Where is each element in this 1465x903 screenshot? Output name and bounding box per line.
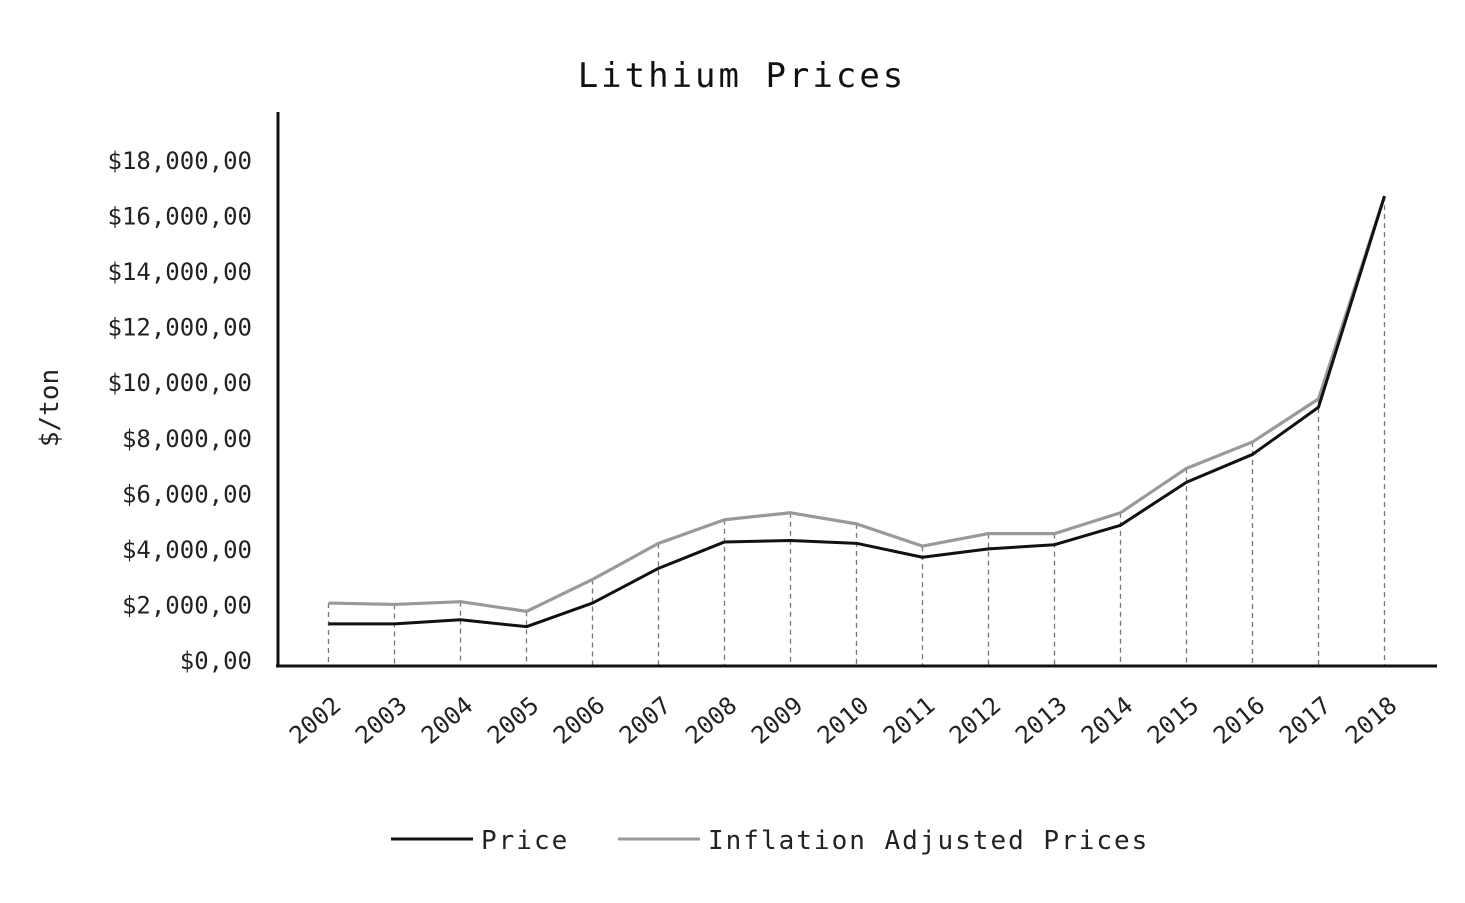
- y-tick-label: $6,000,00: [122, 480, 252, 508]
- x-tick-labels: 2002 2003 2004 2005 2006 2007 2008 2009 2010 2011…: [284, 691, 1402, 750]
- x-tick-label: 2007: [614, 691, 676, 750]
- x-tick-label: 2015: [1142, 691, 1204, 750]
- x-tick-label: 2003: [350, 691, 412, 750]
- series-line-inflation-adjusted-prices: [328, 195, 1387, 613]
- legend: Price Inflation Adjusted Prices: [391, 826, 1149, 856]
- x-tick-label: 2018: [1340, 691, 1402, 750]
- y-tick-label: $16,000,00: [108, 203, 253, 231]
- legend-label-inflation: Inflation Adjusted Prices: [708, 826, 1149, 856]
- drop-lines: [327, 196, 1386, 666]
- x-tick-label: 2009: [746, 691, 808, 750]
- y-tick-labels: $0,00 $2,000,00 $4,000,00 $6,000,00 $8,000,0…: [108, 147, 253, 675]
- x-tick-label: 2013: [1010, 691, 1072, 750]
- x-tick-label: 2006: [548, 691, 610, 750]
- x-tick-label: 2016: [1208, 691, 1270, 750]
- y-tick-label: $10,000,00: [108, 369, 253, 397]
- x-tick-label: 2008: [680, 691, 742, 750]
- y-tick-label: $4,000,00: [122, 536, 252, 564]
- y-tick-label: $0,00: [180, 647, 252, 675]
- y-tick-label: $2,000,00: [122, 591, 252, 619]
- x-tick-label: 2011: [878, 691, 940, 750]
- x-tick-label: 2002: [284, 691, 346, 750]
- y-tick-label: $14,000,00: [108, 258, 253, 286]
- x-tick-label: 2010: [812, 691, 874, 750]
- legend-label-price: Price: [481, 826, 569, 856]
- chart-title: Lithium Prices: [578, 56, 907, 96]
- y-axis-label: $/ton: [35, 369, 65, 447]
- y-tick-label: $18,000,00: [108, 147, 253, 175]
- x-tick-label: 2014: [1076, 691, 1138, 750]
- series-line-price: [328, 195, 1386, 629]
- x-tick-label: 2004: [416, 691, 478, 750]
- x-tick-label: 2017: [1274, 691, 1336, 750]
- series-lines: [328, 195, 1387, 629]
- x-tick-label: 2012: [944, 691, 1006, 750]
- y-tick-label: $12,000,00: [108, 314, 253, 342]
- y-tick-label: $8,000,00: [122, 425, 252, 453]
- x-tick-label: 2005: [482, 691, 544, 750]
